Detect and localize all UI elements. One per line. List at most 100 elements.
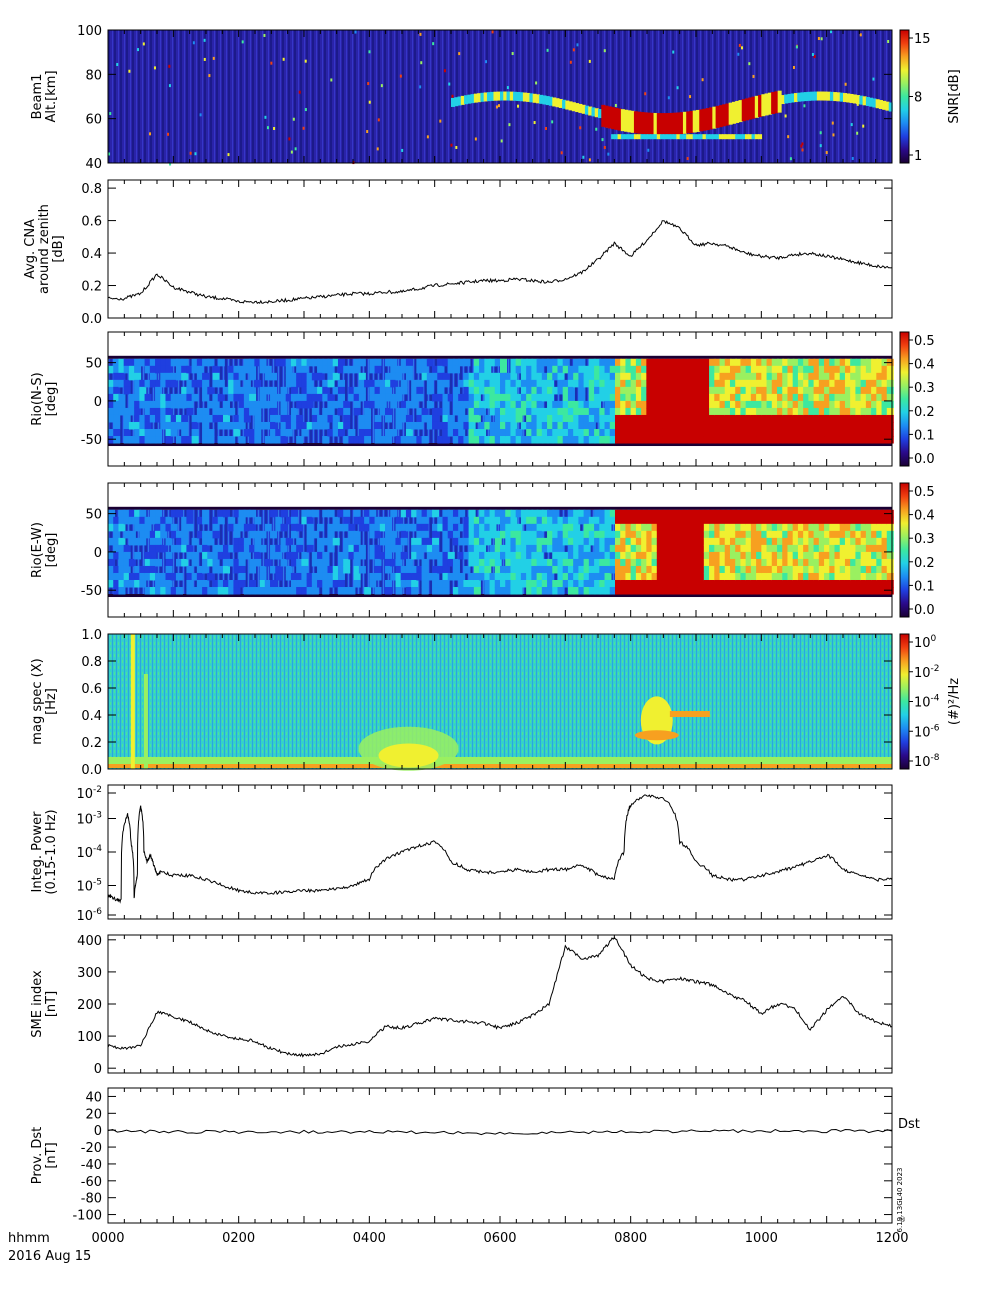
heatmap-cell — [510, 407, 518, 416]
heatmap-cell — [808, 386, 816, 395]
heatmap-cell — [473, 386, 481, 395]
heatmap-cell — [656, 386, 664, 395]
heatmap-cell — [432, 530, 440, 539]
heatmap-cell — [660, 113, 665, 136]
heatmap-cell — [207, 358, 215, 367]
heatmap-cell — [620, 523, 628, 532]
heatmap-cell — [839, 565, 847, 574]
heatmap-cell — [865, 523, 873, 532]
heatmap-cell — [560, 151, 563, 155]
heatmap-cell — [839, 530, 847, 539]
heatmap-cell — [243, 414, 251, 423]
heatmap-cell — [463, 587, 471, 595]
x-tick-label: 0000 — [91, 1231, 124, 1246]
heatmap-cell — [552, 436, 560, 444]
heatmap-cell — [452, 558, 460, 567]
heatmap-cell — [510, 386, 518, 395]
heatmap-cell — [181, 436, 189, 444]
heatmap-cell — [750, 523, 758, 532]
heatmap-cell — [118, 379, 126, 388]
heatmap-cell — [442, 509, 450, 518]
y-axis-label: around zenith — [37, 204, 52, 294]
heatmap-cell — [860, 572, 868, 581]
heatmap-cell — [557, 579, 565, 588]
heatmap-cell — [703, 428, 711, 437]
heatmap-cell — [149, 544, 157, 553]
heatmap-cell — [426, 421, 434, 430]
heatmap-cell — [280, 358, 288, 367]
heatmap-cell — [740, 365, 748, 374]
heatmap-cell — [468, 509, 476, 518]
heatmap-cell — [160, 372, 168, 381]
heatmap-cell — [421, 358, 429, 367]
y-tick-label: 300 — [77, 966, 102, 981]
heatmap-cell — [604, 407, 612, 416]
heatmap-cell — [761, 372, 769, 381]
heatmap-cell — [505, 587, 513, 595]
heatmap-cell — [292, 117, 295, 121]
heatmap-cell — [672, 579, 680, 588]
heatmap-cell — [167, 132, 170, 136]
heatmap-cell — [557, 572, 565, 581]
heatmap-cell — [202, 407, 210, 416]
heatmap-cell — [290, 379, 298, 388]
heatmap-cell — [656, 537, 664, 546]
heatmap-cell — [306, 516, 314, 525]
heatmap-cell — [437, 407, 445, 416]
heatmap-cell — [641, 372, 649, 381]
heatmap-cell — [588, 393, 596, 402]
heatmap-cell — [369, 393, 377, 402]
heatmap-cell — [238, 393, 246, 402]
heatmap-cell — [625, 544, 633, 553]
heatmap-cell — [437, 393, 445, 402]
heatmap-cell — [442, 358, 450, 367]
heatmap-cell — [797, 558, 805, 567]
heatmap-cell — [515, 407, 523, 416]
heatmap-cell — [468, 530, 476, 539]
heatmap-cell — [824, 358, 832, 367]
heatmap-cell — [505, 386, 513, 395]
heatmap-cell — [693, 414, 701, 423]
heatmap-cell — [735, 565, 743, 574]
heatmap-cell — [682, 516, 690, 525]
heatmap-cell — [834, 421, 842, 430]
heatmap-cell — [113, 516, 121, 525]
heatmap-cell — [364, 436, 372, 444]
heatmap-cell — [834, 565, 842, 574]
heatmap-cell — [395, 579, 403, 588]
heatmap-cell — [175, 558, 183, 567]
heatmap-cell — [886, 523, 894, 532]
heatmap-cell — [735, 393, 743, 402]
heatmap-cell — [311, 393, 319, 402]
heatmap-cell — [656, 509, 664, 518]
heatmap-cell — [165, 572, 173, 581]
heatmap-cell — [296, 523, 304, 532]
heatmap-cell — [463, 386, 471, 395]
heatmap-cell — [886, 372, 894, 381]
heatmap-cell — [850, 558, 858, 567]
heatmap-cell — [301, 428, 309, 437]
heatmap-cell — [484, 393, 492, 402]
heatmap-cell — [886, 516, 894, 525]
heatmap-cell — [860, 565, 868, 574]
heatmap-cell — [491, 30, 494, 34]
heatmap-cell — [803, 393, 811, 402]
heatmap-cell — [275, 551, 283, 560]
heatmap-cell — [139, 428, 147, 437]
heatmap-cell — [343, 558, 351, 567]
colorbar-label: SNR[dB] — [947, 69, 962, 123]
heatmap-cell — [766, 428, 774, 437]
heatmap-cell — [353, 436, 361, 444]
heatmap-cell — [871, 386, 879, 395]
heatmap-cell — [280, 558, 288, 567]
heatmap-cell — [871, 572, 879, 581]
heatmap-cell — [243, 551, 251, 560]
heatmap-cell — [738, 134, 743, 140]
heatmap-cell — [390, 509, 398, 518]
heatmap-cell — [369, 358, 377, 367]
heatmap-cell — [682, 572, 690, 581]
heatmap-cell — [322, 579, 330, 588]
heatmap-cell — [536, 379, 544, 388]
heatmap-cell — [395, 436, 403, 444]
heatmap-cell — [155, 572, 163, 581]
